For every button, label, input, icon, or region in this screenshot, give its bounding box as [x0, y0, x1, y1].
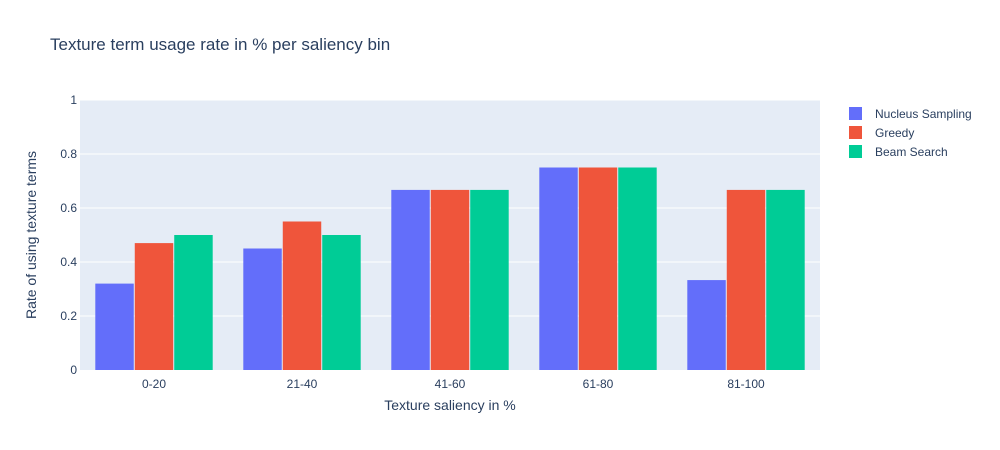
x-tick-label: 81-100	[727, 377, 765, 391]
bar[interactable]	[539, 167, 578, 371]
y-tick-label: 0.4	[60, 255, 77, 269]
bar[interactable]	[766, 189, 805, 370]
x-tick-label: 41-60	[435, 377, 466, 391]
y-tick-label: 0.6	[60, 201, 77, 215]
bar[interactable]	[578, 167, 618, 371]
y-axis-ticks: 0 0.2 0.4 0.6 0.8 1	[60, 93, 77, 377]
legend-swatch	[849, 126, 862, 139]
bar[interactable]	[322, 235, 361, 370]
x-axis-title: Texture saliency in %	[384, 397, 516, 413]
y-tick-label: 0.8	[60, 147, 77, 161]
y-tick-label: 0.2	[60, 309, 77, 323]
bars	[95, 167, 805, 371]
y-tick-label: 0	[70, 363, 77, 377]
bar[interactable]	[95, 283, 134, 370]
legend-swatch	[849, 107, 862, 120]
bar[interactable]	[470, 189, 509, 370]
legend-item[interactable]: Greedy	[849, 126, 914, 140]
bar[interactable]	[391, 189, 430, 370]
bar[interactable]	[243, 248, 282, 371]
legend-label: Nucleus Sampling	[875, 107, 972, 121]
x-tick-label: 0-20	[142, 377, 166, 391]
chart-title: Texture term usage rate in % per salienc…	[50, 35, 390, 54]
legend-label: Beam Search	[875, 145, 948, 159]
x-tick-label: 21-40	[287, 377, 318, 391]
bar[interactable]	[687, 280, 726, 370]
x-tick-label: 61-80	[583, 377, 614, 391]
x-axis-ticks: 0-20 21-40 41-60 61-80 81-100	[142, 377, 765, 391]
y-tick-label: 1	[70, 93, 77, 107]
bar[interactable]	[618, 167, 657, 371]
bar[interactable]	[174, 235, 213, 370]
legend-item[interactable]: Nucleus Sampling	[849, 107, 972, 121]
bar[interactable]	[726, 189, 766, 370]
legend[interactable]: Nucleus Sampling Greedy Beam Search	[849, 107, 972, 159]
y-axis-title: Rate of using texture terms	[23, 151, 39, 319]
legend-swatch	[849, 145, 862, 158]
legend-label: Greedy	[875, 126, 914, 140]
bar[interactable]	[134, 243, 174, 370]
bar[interactable]	[282, 221, 322, 371]
legend-item[interactable]: Beam Search	[849, 145, 948, 159]
bar[interactable]	[430, 189, 470, 370]
